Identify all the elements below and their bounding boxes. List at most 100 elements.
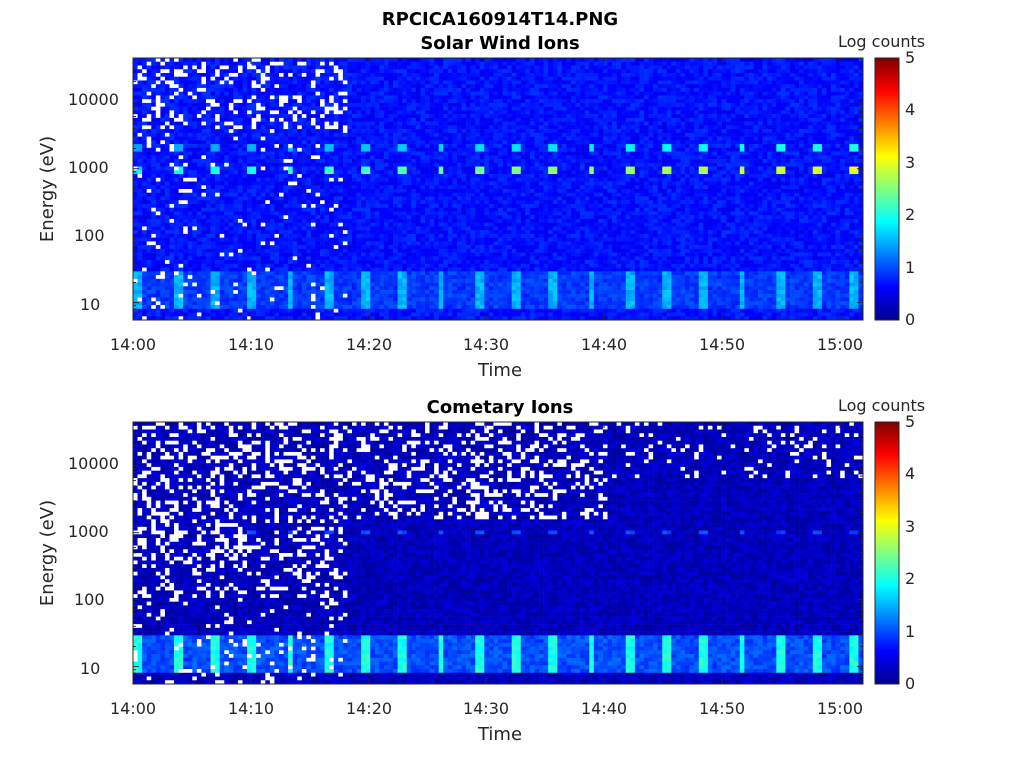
heatmap-cell — [147, 219, 152, 223]
heatmap-cell — [179, 268, 184, 272]
heatmap-cell — [256, 223, 261, 227]
heatmap-cell — [434, 253, 439, 257]
heatmap-cell — [206, 107, 211, 111]
heatmap-cell — [411, 294, 416, 298]
heatmap-cell — [325, 264, 330, 268]
heatmap-cell — [384, 84, 389, 88]
heatmap-cell — [302, 129, 307, 133]
heatmap-cell — [361, 140, 366, 144]
heatmap-cell — [338, 253, 343, 257]
heatmap-cell — [170, 58, 175, 62]
heatmap-cell — [256, 125, 261, 129]
heatmap-cell — [366, 69, 371, 73]
heatmap-cell — [265, 260, 270, 264]
heatmap-cell — [293, 129, 298, 133]
heatmap-cell — [170, 290, 175, 294]
heatmap-cell — [402, 234, 407, 238]
heatmap-cell — [243, 230, 248, 234]
heatmap-cell — [325, 219, 330, 223]
heatmap-cell — [384, 241, 389, 245]
heatmap-cell — [238, 182, 243, 186]
heatmap-cell — [252, 226, 257, 230]
heatmap-cell — [425, 174, 430, 178]
heatmap-cell — [393, 73, 398, 77]
heatmap-cell — [375, 80, 380, 84]
heatmap-cell — [347, 170, 352, 174]
heatmap-cell — [375, 103, 380, 107]
heatmap-cell — [329, 215, 334, 219]
heatmap-cell — [288, 241, 293, 245]
heatmap-cell — [160, 129, 165, 133]
heatmap-cell — [425, 271, 430, 275]
heatmap-cell — [243, 95, 248, 99]
heatmap-cell — [393, 230, 398, 234]
heatmap-cell — [297, 301, 302, 305]
heatmap-cell — [370, 234, 375, 238]
heatmap-cell — [402, 114, 407, 118]
heatmap-cell — [448, 167, 453, 171]
heatmap-cell — [416, 230, 421, 234]
heatmap-cell — [247, 208, 252, 212]
heatmap-cell — [434, 163, 439, 167]
heatmap-cell — [338, 95, 343, 99]
heatmap-cell — [452, 148, 457, 152]
heatmap-cell — [270, 69, 275, 73]
heatmap-cell — [165, 103, 170, 107]
heatmap-cell — [379, 178, 384, 182]
heatmap-cell — [138, 182, 143, 186]
heatmap-cell — [284, 69, 289, 73]
heatmap-cell — [238, 211, 243, 215]
heatmap-cell — [320, 140, 325, 144]
heatmap-cell — [343, 62, 348, 66]
heatmap-cell — [434, 238, 439, 242]
heatmap-cell — [224, 268, 229, 272]
heatmap-cell — [430, 65, 435, 69]
heatmap-cell — [238, 230, 243, 234]
heatmap-cell — [229, 196, 234, 200]
heatmap-cell — [220, 268, 225, 272]
heatmap-cell — [279, 133, 284, 137]
heatmap-cell — [452, 223, 457, 227]
heatmap-cell — [352, 294, 357, 298]
heatmap-cell — [211, 268, 216, 272]
heatmap-cell — [256, 226, 261, 230]
heatmap-cell — [452, 219, 457, 223]
heatmap-cell — [265, 170, 270, 174]
heatmap-cell — [389, 110, 394, 114]
heatmap-cell — [334, 92, 339, 96]
heatmap-cell — [393, 204, 398, 208]
heatmap-cell — [165, 230, 170, 234]
heatmap-cell — [179, 144, 184, 148]
heatmap-cell — [338, 215, 343, 219]
heatmap-cell — [320, 174, 325, 178]
heatmap-cell — [343, 107, 348, 111]
heatmap-cell — [393, 129, 398, 133]
heatmap-cell — [343, 122, 348, 126]
heatmap-cell — [443, 95, 448, 99]
heatmap-cell — [389, 196, 394, 200]
heatmap-cell — [206, 313, 211, 317]
heatmap-cell — [206, 155, 211, 159]
heatmap-cell — [443, 283, 448, 287]
heatmap-cell — [284, 170, 289, 174]
heatmap-cell — [407, 152, 412, 156]
heatmap-cell — [201, 219, 206, 223]
heatmap-cell — [252, 260, 257, 264]
heatmap-cell — [206, 256, 211, 260]
heatmap-cell — [247, 73, 252, 77]
heatmap-cell — [407, 137, 412, 141]
heatmap-cell — [398, 290, 403, 294]
heatmap-cell — [393, 95, 398, 99]
heatmap-cell — [238, 77, 243, 81]
heatmap-cell — [188, 279, 193, 283]
heatmap-cell — [142, 103, 147, 107]
heatmap-cell — [411, 226, 416, 230]
heatmap-cell — [407, 260, 412, 264]
heatmap-cell — [416, 271, 421, 275]
heatmap-cell — [288, 204, 293, 208]
heatmap-cell — [329, 253, 334, 257]
heatmap-cell — [407, 110, 412, 114]
heatmap-cell — [357, 309, 362, 313]
heatmap-cell — [316, 65, 321, 69]
heatmap-cell — [379, 163, 384, 167]
